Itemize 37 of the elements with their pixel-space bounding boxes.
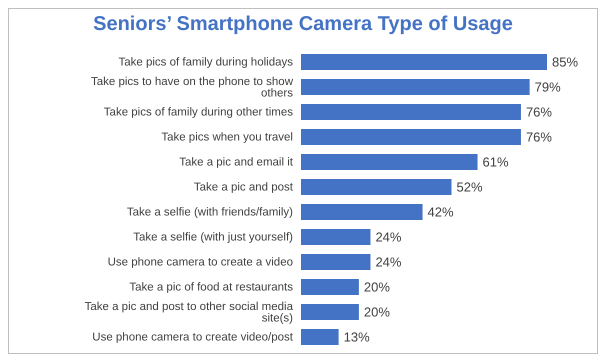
chart-title: Seniors’ Smartphone Camera Type of Usage bbox=[92, 12, 514, 37]
y-tick-label: Take pics when you travel bbox=[161, 132, 293, 144]
y-tick-label: Take pics of family during other times bbox=[104, 106, 294, 119]
y-tick-label: Take a pic and email it bbox=[179, 156, 294, 169]
bar bbox=[301, 304, 359, 320]
data-label: 13% bbox=[344, 330, 370, 345]
y-tick-label: Use phone camera to create video/post bbox=[92, 332, 294, 344]
y-tick-label: Use phone camera to create a video bbox=[108, 256, 293, 269]
bar bbox=[301, 129, 521, 145]
data-label: 85% bbox=[552, 54, 578, 70]
bar bbox=[301, 79, 530, 95]
data-label: 20% bbox=[364, 280, 390, 295]
data-label: 79% bbox=[534, 80, 562, 95]
bar bbox=[301, 229, 370, 245]
y-tick-label: Take a pic and post bbox=[194, 182, 294, 194]
y-tick-label: Take pics of family during holidays bbox=[118, 56, 294, 69]
bar bbox=[301, 179, 452, 195]
data-label: 24% bbox=[375, 230, 402, 245]
bar bbox=[301, 154, 478, 170]
data-label: 42% bbox=[428, 204, 454, 220]
data-label: 76% bbox=[526, 104, 552, 120]
bar bbox=[301, 254, 370, 270]
y-tick-label: Take a pic of food at restaurants bbox=[129, 282, 294, 294]
data-label: 24% bbox=[375, 254, 402, 270]
y-tick-label: Take a selfie (with just yourself) bbox=[133, 232, 294, 244]
y-tick-label: Take a selfie (with friends/family) bbox=[126, 206, 294, 219]
data-label: 52% bbox=[456, 180, 483, 195]
bar bbox=[301, 104, 521, 120]
bar bbox=[301, 279, 359, 295]
bar bbox=[301, 204, 423, 220]
y-tick-label: Take a pic and post to other social media site(s) bbox=[84, 300, 294, 324]
data-label: 61% bbox=[482, 154, 509, 170]
y-tick-label: Take pics to have on the phone to show others bbox=[90, 76, 294, 100]
data-label: 76% bbox=[526, 130, 552, 145]
bar bbox=[301, 54, 547, 70]
bar bbox=[301, 329, 339, 345]
data-label: 20% bbox=[364, 304, 390, 320]
